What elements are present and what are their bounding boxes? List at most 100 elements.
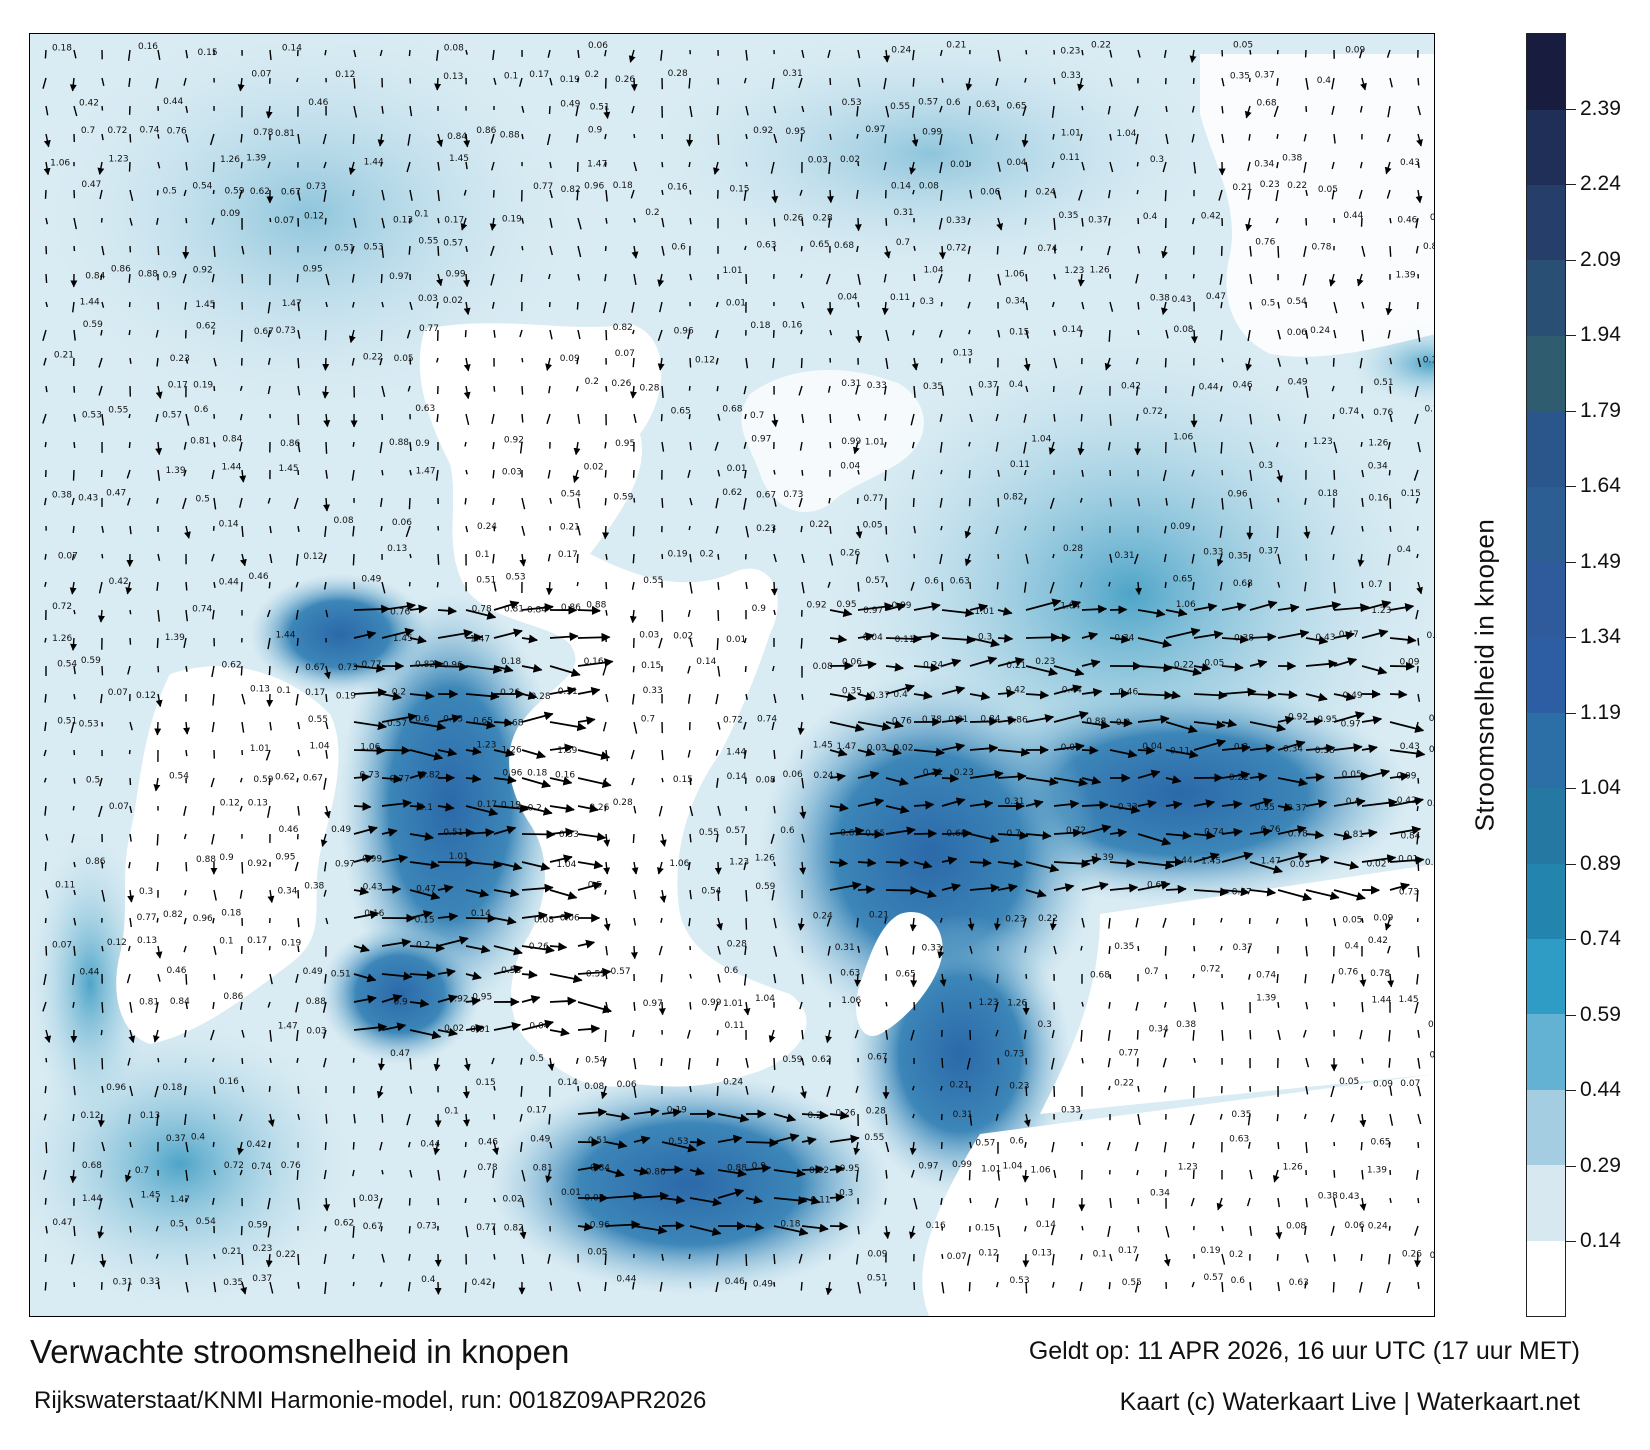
current-arrow [661, 777, 664, 783]
speed-value-label: 0.76 [167, 127, 187, 137]
speed-value-label: 0.74 [192, 605, 212, 615]
current-arrow [1415, 609, 1419, 620]
current-arrow [829, 1164, 845, 1174]
current-arrow [45, 889, 49, 899]
current-arrow [856, 245, 859, 253]
current-arrow [437, 714, 462, 723]
current-arrow [688, 413, 691, 420]
speed-value-label: 0.16 [782, 320, 802, 330]
current-arrow [213, 1085, 216, 1094]
current-arrow [1136, 1057, 1139, 1067]
current-arrow [1249, 721, 1286, 733]
current-speed-map[interactable]: 0.18 0.16 0.15 0.14 0.08 0.06 0.24 0.21 0.23 0.22… [29, 33, 1435, 1317]
current-arrow [1305, 357, 1308, 365]
speed-value-label: 0.68 [1090, 971, 1110, 981]
speed-value-label: 0.04 [1425, 858, 1435, 868]
current-arrow [521, 970, 538, 980]
current-arrow [101, 525, 104, 533]
current-arrow [1359, 1197, 1367, 1211]
speed-value-label: 0.99 [922, 127, 942, 137]
current-arrow [969, 133, 973, 145]
current-arrow [997, 329, 1001, 338]
speed-value-label: 0.59 [755, 882, 775, 892]
current-arrow [1079, 497, 1083, 503]
current-arrow [436, 301, 439, 309]
current-arrow [213, 581, 216, 589]
current-arrow [353, 910, 380, 920]
current-arrow [213, 441, 216, 448]
current-arrow [409, 910, 433, 919]
speed-value-label: 1.06 [1005, 270, 1025, 280]
current-arrow [1163, 553, 1167, 563]
current-arrow [773, 805, 776, 814]
current-arrow [577, 245, 582, 258]
current-arrow [633, 1107, 660, 1117]
speed-value-label: 0.49 [1288, 378, 1308, 388]
current-arrow [1417, 1029, 1420, 1038]
current-arrow [437, 189, 440, 202]
current-arrow [885, 1113, 888, 1126]
current-arrow [1165, 665, 1203, 677]
current-arrow [45, 1225, 48, 1234]
current-arrow [853, 1141, 861, 1156]
current-arrow [605, 1001, 609, 1014]
current-arrow [1193, 690, 1228, 700]
current-arrow [156, 917, 159, 923]
current-arrow [801, 1136, 817, 1146]
current-arrow [1108, 581, 1111, 587]
speed-value-label: 0.68 [1257, 99, 1277, 109]
current-arrow [521, 691, 538, 700]
current-arrow [1384, 917, 1392, 931]
colorbar-segment [1527, 788, 1565, 864]
current-arrow [297, 329, 301, 339]
current-arrow [241, 1253, 244, 1266]
speed-value-label: 1.26 [52, 634, 72, 644]
speed-value-label: 0.07 [947, 1252, 967, 1262]
legend-ticks: 0.14 0.29 0.44 0.59 0.74 0.89 1.04 1.19 1.34 1.49… [1566, 33, 1646, 1317]
current-arrow [964, 553, 972, 567]
current-arrow [1221, 634, 1250, 644]
speed-value-label: 1.39 [1367, 1165, 1387, 1175]
legend-tick-label: 1.19 [1580, 700, 1621, 724]
current-arrow [1134, 1281, 1139, 1293]
speed-value-label: 0.42 [472, 1278, 492, 1288]
speed-value-label: 0.28 [727, 939, 747, 949]
current-arrow [1165, 627, 1201, 639]
current-arrow [267, 1001, 271, 1008]
current-arrow [213, 385, 216, 392]
current-arrow [743, 441, 747, 449]
speed-value-label: 0.49 [560, 99, 580, 109]
current-arrow [408, 1225, 411, 1234]
current-arrow [913, 889, 937, 899]
current-arrow [632, 833, 635, 844]
current-arrow [381, 938, 412, 948]
current-arrow [73, 693, 76, 700]
current-arrow [1137, 1225, 1140, 1233]
current-arrow [853, 441, 860, 455]
current-arrow [381, 854, 409, 864]
current-arrow [240, 973, 243, 979]
current-arrow [1388, 469, 1391, 476]
current-arrow [1249, 441, 1254, 454]
speed-value-label: 0.54 [169, 772, 189, 782]
speed-value-label: 0.76 [1373, 408, 1393, 418]
current-arrow [69, 581, 77, 595]
speed-value-label: 0.46 [249, 572, 269, 582]
speed-value-label: 0.03 [808, 155, 828, 165]
current-arrow [381, 828, 398, 837]
current-arrow [912, 1113, 915, 1119]
speed-value-label: 0.16 [219, 1077, 239, 1087]
current-arrow [352, 441, 355, 447]
current-arrow [44, 189, 47, 199]
current-arrow [1360, 217, 1363, 227]
current-arrow [577, 329, 581, 340]
current-arrow [99, 1253, 107, 1268]
current-arrow [1361, 600, 1392, 611]
current-arrow [1305, 716, 1324, 726]
current-arrow [1221, 687, 1257, 697]
current-arrow [801, 301, 805, 309]
current-arrow [770, 161, 775, 174]
current-arrow [857, 747, 876, 757]
speed-value-label: 0.43 [363, 882, 383, 892]
current-arrow [437, 968, 456, 977]
